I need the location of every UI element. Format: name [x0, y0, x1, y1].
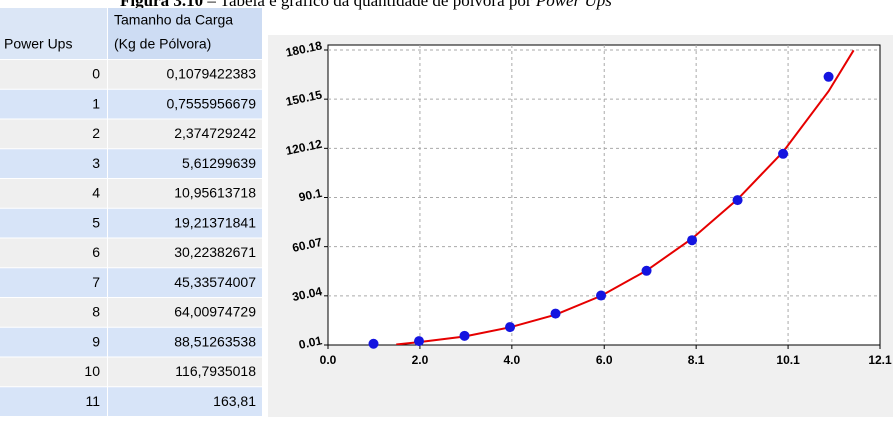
cell-text: 8	[92, 304, 100, 320]
cell-text: 9	[92, 333, 100, 349]
x-tick-label: 12.1	[868, 353, 892, 367]
table-cell	[0, 327, 107, 357]
x-tick-label: 4.0	[504, 353, 521, 367]
data-point	[368, 338, 379, 349]
caption: Figura 3.10 – Tabela e gráfico da quanti…	[120, 0, 612, 10]
table-cell	[0, 208, 107, 238]
x-tick-label: 2.0	[412, 353, 429, 367]
data-point	[596, 290, 607, 301]
table-cell	[0, 268, 107, 297]
table-cell	[108, 268, 262, 297]
cell-text: 4	[92, 185, 100, 201]
cell-text: 1	[92, 95, 100, 111]
cell-text: 0,1079422383	[166, 66, 256, 82]
x-tick-label: 6.0	[596, 353, 613, 367]
table-cell	[108, 89, 262, 119]
cell-text: 10,95613718	[174, 185, 256, 201]
table-cell	[0, 119, 107, 149]
data-point	[550, 308, 561, 319]
header-cell	[108, 8, 262, 59]
cell-text: 11	[85, 393, 100, 409]
table-cell	[108, 238, 262, 268]
cell-text: 10	[84, 363, 100, 379]
cell-text: 0	[92, 66, 100, 82]
table-cell	[108, 179, 262, 208]
header-label: Power Ups	[4, 36, 72, 52]
table-cell	[0, 89, 107, 119]
x-tick-label: 0.0	[320, 353, 337, 367]
header-cell	[0, 8, 107, 59]
caption-emphasis: Power Ups	[535, 0, 612, 10]
cell-text: 3	[92, 155, 100, 171]
table-cell	[108, 208, 262, 238]
caption-text: – Tabela e gráfico da quantidade de pólv…	[203, 0, 536, 10]
table-cell	[108, 327, 262, 357]
table-cell	[108, 149, 262, 178]
data-point	[414, 336, 425, 347]
fit-curve	[396, 49, 855, 345]
cell-text: 7	[92, 274, 100, 290]
table-cell	[0, 238, 107, 268]
data-point	[641, 265, 652, 276]
cell-text: 163,81	[213, 393, 256, 409]
data-point	[505, 322, 516, 333]
table-cell	[108, 298, 262, 327]
data-point	[459, 330, 470, 341]
table-cell	[108, 60, 262, 89]
table-cell	[0, 298, 107, 327]
table-cell	[0, 179, 107, 208]
caption-label: Figura 3.10	[120, 0, 203, 10]
cell-text: 30,22382671	[174, 244, 256, 260]
table-cell	[0, 357, 107, 387]
table-cell	[0, 387, 107, 416]
header-label: (Kg de Pólvora)	[114, 36, 211, 52]
table-cell	[0, 149, 107, 178]
y-tick-label: 60.07	[291, 235, 324, 255]
cell-text: 0,7555956679	[166, 95, 256, 111]
cell-text: 6	[92, 244, 100, 260]
cell-text: 88,51263538	[174, 333, 256, 349]
table-cell	[108, 357, 262, 387]
data-point	[687, 235, 698, 246]
table-cell	[108, 387, 262, 416]
cell-text: 2,374729242	[174, 125, 256, 141]
data-point	[823, 71, 834, 82]
cell-text: 5	[92, 214, 100, 230]
cell-text: 5,61299639	[182, 155, 256, 171]
data-point	[732, 195, 743, 206]
header-label: Tamanho da Carga	[114, 12, 233, 28]
x-tick-label: 8.1	[688, 353, 705, 367]
cell-text: 64,00974729	[174, 304, 256, 320]
cell-text: 116,7935018	[175, 363, 256, 379]
x-tick-label: 10.1	[776, 353, 800, 367]
cell-text: 45,33574007	[174, 274, 256, 290]
data-point	[778, 148, 789, 159]
table-cell	[0, 60, 107, 89]
y-tick-label: 30.04	[291, 284, 324, 304]
y-tick-label: 0.01	[298, 333, 324, 352]
cell-text: 19,21371841	[174, 214, 256, 230]
cell-text: 2	[92, 125, 100, 141]
y-tick-label: 90.1	[298, 186, 324, 205]
table-cell	[108, 119, 262, 149]
